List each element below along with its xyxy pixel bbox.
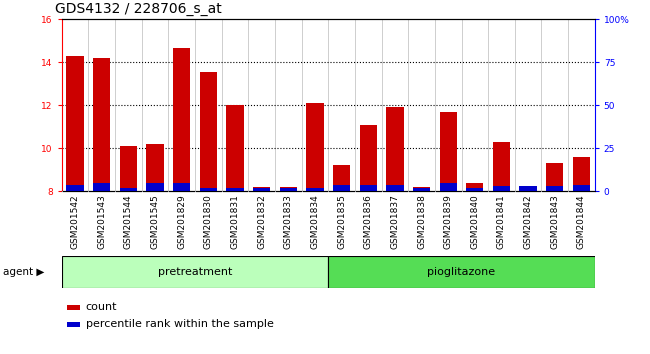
Bar (200, 188, 217, 191)
Text: GSM201831: GSM201831 (231, 194, 239, 249)
Bar (93, 183, 110, 191)
Text: agent ▶: agent ▶ (3, 267, 45, 277)
Bar (226, 105, 244, 191)
Bar (328, 256, 595, 288)
Bar (573, 185, 590, 191)
Bar (493, 142, 510, 191)
Text: GSM201830: GSM201830 (204, 194, 213, 249)
Bar (546, 186, 564, 191)
Text: GSM201829: GSM201829 (177, 194, 186, 249)
Bar (120, 188, 137, 191)
Text: GSM201839: GSM201839 (444, 194, 452, 249)
Text: GSM201836: GSM201836 (364, 194, 372, 249)
Bar (546, 163, 564, 191)
Text: pretreatment: pretreatment (158, 267, 232, 277)
Bar (280, 187, 297, 191)
Text: GSM201832: GSM201832 (257, 194, 266, 249)
Bar (200, 72, 217, 191)
Text: percentile rank within the sample: percentile rank within the sample (86, 319, 274, 329)
Bar (66, 185, 84, 191)
Bar (62, 256, 328, 288)
Bar (493, 186, 510, 191)
Bar (439, 183, 457, 191)
Bar (306, 103, 324, 191)
Text: count: count (86, 302, 117, 312)
Text: GSM201543: GSM201543 (98, 194, 106, 249)
Bar (519, 186, 537, 191)
Bar (519, 187, 537, 191)
Bar (413, 188, 430, 191)
Text: GSM201841: GSM201841 (497, 194, 506, 249)
Bar (466, 183, 484, 191)
Bar (93, 58, 110, 191)
Text: GSM201544: GSM201544 (124, 194, 133, 249)
Bar (359, 125, 377, 191)
Text: GSM201542: GSM201542 (71, 194, 79, 249)
Text: GSM201837: GSM201837 (391, 194, 399, 249)
Bar (173, 48, 190, 191)
Bar (66, 56, 84, 191)
Bar (120, 146, 137, 191)
Bar (386, 185, 404, 191)
Bar (226, 188, 244, 191)
Bar (466, 188, 484, 191)
Bar (386, 108, 404, 191)
Bar (439, 112, 457, 191)
Bar (253, 188, 270, 191)
Text: GSM201835: GSM201835 (337, 194, 346, 249)
Bar (253, 187, 270, 191)
Bar (413, 187, 430, 191)
Bar (280, 188, 297, 191)
Bar (146, 144, 164, 191)
Bar (333, 185, 350, 191)
Bar (67, 322, 81, 327)
Text: GDS4132 / 228706_s_at: GDS4132 / 228706_s_at (55, 2, 222, 16)
Text: GSM201834: GSM201834 (311, 194, 319, 249)
Bar (67, 305, 81, 310)
Bar (333, 165, 350, 191)
Text: GSM201833: GSM201833 (284, 194, 292, 249)
Text: GSM201545: GSM201545 (151, 194, 159, 249)
Text: GSM201843: GSM201843 (551, 194, 559, 249)
Bar (359, 185, 377, 191)
Text: GSM201844: GSM201844 (577, 194, 586, 249)
Bar (306, 188, 324, 191)
Bar (173, 183, 190, 191)
Text: GSM201838: GSM201838 (417, 194, 426, 249)
Bar (146, 183, 164, 191)
Bar (573, 157, 590, 191)
Text: GSM201840: GSM201840 (471, 194, 479, 249)
Text: GSM201842: GSM201842 (524, 194, 532, 249)
Text: pioglitazone: pioglitazone (428, 267, 495, 277)
